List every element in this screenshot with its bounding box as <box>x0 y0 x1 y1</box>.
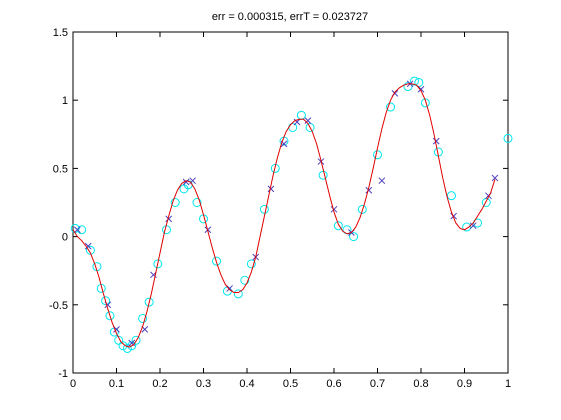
data-point <box>246 259 256 269</box>
data-point <box>357 204 367 214</box>
x-tick-label: 0.6 <box>326 378 341 390</box>
test-point <box>304 117 312 125</box>
data-point <box>420 98 430 108</box>
data-point <box>403 82 413 92</box>
x-tick-label: 0.9 <box>457 378 472 390</box>
data-point <box>192 198 202 207</box>
chart-title: err = 0.000315, errT = 0.023727 <box>212 11 368 23</box>
test-point <box>267 185 275 193</box>
test-point <box>84 242 92 250</box>
plot-area <box>72 31 509 374</box>
x-tick-label: 0.8 <box>413 378 428 390</box>
data-point <box>259 204 269 214</box>
data-point <box>386 102 396 112</box>
x-tick-label: 0.2 <box>152 378 167 390</box>
data-point <box>127 341 137 351</box>
data-point <box>170 198 180 207</box>
test-point <box>330 205 338 213</box>
test-point <box>432 137 440 145</box>
data-point <box>349 232 359 242</box>
test-point <box>293 118 301 126</box>
test-point <box>491 174 499 182</box>
test-point <box>417 85 425 93</box>
data-point <box>373 150 382 160</box>
data-point <box>144 297 154 307</box>
test-point <box>165 215 173 223</box>
data-point <box>118 341 128 351</box>
data-point <box>138 313 148 323</box>
data-point <box>233 289 243 299</box>
x-tick-label: 1 <box>505 378 511 390</box>
data-point <box>212 256 222 266</box>
test-point <box>378 177 386 185</box>
test-point <box>73 226 81 234</box>
test-point <box>182 178 190 186</box>
x-tick-label: 0.1 <box>109 378 124 390</box>
y-tick-label: -0.5 <box>49 300 68 312</box>
y-tick-label: 0 <box>62 232 68 244</box>
x-tick-label: 0.5 <box>283 378 298 390</box>
data-point <box>462 222 472 232</box>
test-point <box>226 285 233 292</box>
y-tick-label: 1.5 <box>53 27 68 39</box>
data-point <box>318 170 328 180</box>
test-point <box>450 212 457 220</box>
y-tick-label: -1 <box>58 368 68 380</box>
x-tick-label: 0.4 <box>239 378 254 390</box>
y-tick-label: 1 <box>62 95 68 107</box>
data-point <box>105 311 115 321</box>
x-tick-label: 0.7 <box>370 378 385 390</box>
test-point <box>365 186 373 194</box>
data-point <box>446 191 456 201</box>
x-tick-label: 0.3 <box>196 378 211 390</box>
data-point <box>503 133 513 143</box>
data-point <box>114 335 124 345</box>
test-point <box>469 222 477 230</box>
data-point <box>153 259 163 269</box>
x-tick-label: 0 <box>70 378 76 390</box>
fit-line <box>72 83 496 348</box>
data-point <box>409 76 419 86</box>
data-point <box>122 343 132 353</box>
data-point <box>131 335 141 345</box>
data-point <box>240 275 250 285</box>
data-point <box>333 221 343 231</box>
data-point <box>101 296 111 306</box>
y-tick-label: 0.5 <box>53 163 68 175</box>
